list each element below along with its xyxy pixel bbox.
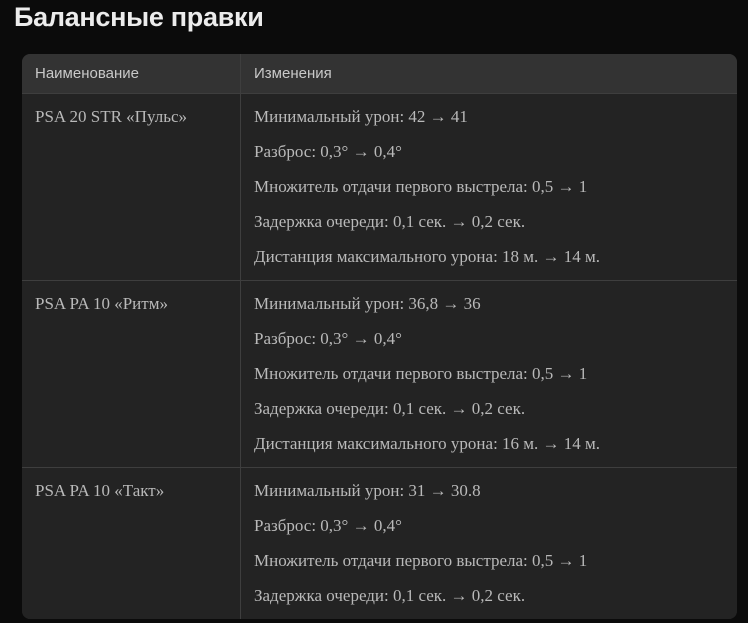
change-line: Минимальный урон: 36,8 → 36 <box>254 294 481 313</box>
change-line: Множитель отдачи первого выстрела: 0,5 →… <box>254 177 588 196</box>
weapon-name-cell: PSA PA 10 «Ритм» <box>35 294 168 313</box>
column-header-changes: Изменения <box>240 54 737 93</box>
change-line: Разброс: 0,3° → 0,4° <box>254 329 402 348</box>
balance-table: Наименование Изменения PSA 20 STR «Пульс… <box>22 54 737 619</box>
change-line: Множитель отдачи первого выстрела: 0,5 →… <box>254 364 588 383</box>
change-line: Задержка очереди: 0,1 сек. → 0,2 сек. <box>254 399 526 418</box>
changes-cell: Минимальный урон: 36,8 → 36 Разброс: 0,3… <box>240 281 737 467</box>
change-line: Разброс: 0,3° → 0,4° <box>254 516 402 535</box>
table-header-row: Наименование Изменения <box>22 54 737 93</box>
change-line: Задержка очереди: 0,1 сек. → 0,2 сек. <box>254 586 526 605</box>
change-line: Минимальный урон: 31 → 30.8 <box>254 481 481 500</box>
change-line: Задержка очереди: 0,1 сек. → 0,2 сек. <box>254 212 526 231</box>
page-title: Балансные правки <box>14 2 264 32</box>
change-line: Дистанция максимального урона: 16 м. → 1… <box>254 434 601 453</box>
table-row: PSA 20 STR «Пульс» Минимальный урон: 42 … <box>22 93 737 280</box>
table-row: PSA PA 10 «Ритм» Минимальный урон: 36,8 … <box>22 280 737 467</box>
change-line: Минимальный урон: 42 → 41 <box>254 107 468 126</box>
change-line: Дистанция максимального урона: 18 м. → 1… <box>254 247 601 266</box>
changes-cell: Минимальный урон: 42 → 41 Разброс: 0,3° … <box>240 94 737 280</box>
change-line: Разброс: 0,3° → 0,4° <box>254 142 402 161</box>
column-header-name: Наименование <box>35 65 139 82</box>
weapon-name-cell: PSA PA 10 «Такт» <box>35 481 165 500</box>
changes-cell: Минимальный урон: 31 → 30.8 Разброс: 0,3… <box>240 468 737 619</box>
table-row: PSA PA 10 «Такт» Минимальный урон: 31 → … <box>22 467 737 619</box>
change-line: Множитель отдачи первого выстрела: 0,5 →… <box>254 551 588 570</box>
weapon-name-cell: PSA 20 STR «Пульс» <box>35 107 187 126</box>
